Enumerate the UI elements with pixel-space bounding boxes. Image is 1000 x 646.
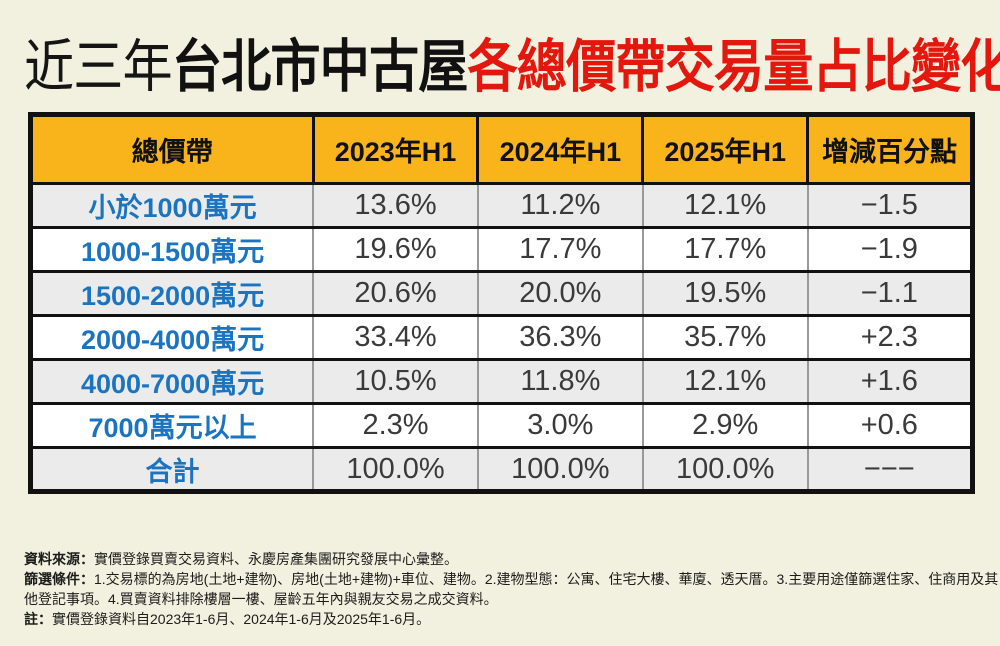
value-cell: 35.7% <box>641 314 809 361</box>
table-row: 小於1000萬元 13.6% 11.2% 12.1% −1.5 <box>29 182 974 229</box>
value-cell: 11.2% <box>476 182 644 229</box>
column-header-price-band: 總價帶 <box>29 113 315 185</box>
change-cell: +2.3 <box>806 314 974 361</box>
change-cell: +1.6 <box>806 358 974 405</box>
price-band-label: 7000萬元以上 <box>29 402 315 449</box>
value-cell: 19.5% <box>641 270 809 317</box>
footnote-source: 資料來源：實價登錄買賣交易資料、永慶房產集團研究發展中心彙整。 <box>24 549 984 569</box>
table-row-total: 合計 100.0% 100.0% 100.0% −−− <box>29 446 974 493</box>
value-cell: 33.4% <box>312 314 479 361</box>
table-row: 4000-7000萬元 10.5% 11.8% 12.1% +1.6 <box>29 358 974 405</box>
value-cell: 100.0% <box>312 446 479 493</box>
value-cell: 2.9% <box>641 402 809 449</box>
change-cell: −1.9 <box>806 226 974 273</box>
header-row: 總價帶 2023年H1 2024年H1 2025年H1 增減百分點 <box>29 113 974 185</box>
column-header-2025h1: 2025年H1 <box>641 113 810 185</box>
title-part-topic: 各總價帶交易量占比變化 <box>467 35 1000 99</box>
footnote-note-text: 實價登錄資料自2023年1-6月、2024年1-6月及2025年1-6月。 <box>52 611 431 627</box>
column-header-2023h1: 2023年H1 <box>311 113 480 185</box>
table-row: 7000萬元以上 2.3% 3.0% 2.9% +0.6 <box>29 402 974 449</box>
value-cell: 100.0% <box>641 446 809 493</box>
value-cell: 3.0% <box>476 402 644 449</box>
value-cell: 17.7% <box>476 226 644 273</box>
table-row: 1500-2000萬元 20.6% 20.0% 19.5% −1.1 <box>29 270 974 317</box>
change-cell: −1.5 <box>806 182 974 229</box>
table-row: 1000-1500萬元 19.6% 17.7% 17.7% −1.9 <box>29 226 974 273</box>
price-band-label: 1000-1500萬元 <box>29 226 315 273</box>
value-cell: 2.3% <box>312 402 479 449</box>
value-cell: 20.0% <box>476 270 644 317</box>
value-cell: 11.8% <box>476 358 644 405</box>
footnote-criteria-line2: 他登記事項。4.買賣資料排除樓層一樓、屋齡五年內與親友交易之成交資料。 <box>24 589 984 609</box>
price-band-label: 小於1000萬元 <box>29 182 315 229</box>
page-title: 近三年台北市中古屋各總價帶交易量占比變化 <box>24 36 1000 98</box>
price-band-label: 1500-2000萬元 <box>29 270 315 317</box>
footnote-criteria-prefix: 篩選條件： <box>24 571 94 587</box>
total-label: 合計 <box>29 446 315 493</box>
footnote-source-prefix: 資料來源： <box>24 551 94 567</box>
price-band-table: 總價帶 2023年H1 2024年H1 2025年H1 增減百分點 小於1000… <box>28 112 975 494</box>
footnote-criteria-line1: 篩選條件：1.交易標的為房地(土地+建物)、房地(土地+建物)+車位、建物。2.… <box>24 569 998 589</box>
footnote-note-prefix: 註： <box>24 611 52 627</box>
value-cell: 36.3% <box>476 314 644 361</box>
value-cell: 100.0% <box>476 446 644 493</box>
value-cell: 17.7% <box>641 226 809 273</box>
change-cell: −1.1 <box>806 270 974 317</box>
footnotes: 資料來源：實價登錄買賣交易資料、永慶房產集團研究發展中心彙整。 篩選條件：1.交… <box>24 549 998 629</box>
value-cell: 12.1% <box>641 182 809 229</box>
title-part-period: 近三年 <box>24 35 173 99</box>
title-part-subject: 台北市中古屋 <box>171 35 469 99</box>
value-cell: 13.6% <box>312 182 479 229</box>
footnote-note: 註：實價登錄資料自2023年1-6月、2024年1-6月及2025年1-6月。 <box>24 609 984 629</box>
table-row: 2000-4000萬元 33.4% 36.3% 35.7% +2.3 <box>29 314 974 361</box>
footnote-source-text: 實價登錄買賣交易資料、永慶房產集團研究發展中心彙整。 <box>94 551 458 567</box>
value-cell: 10.5% <box>312 358 479 405</box>
price-band-label: 4000-7000萬元 <box>29 358 315 405</box>
footnote-criteria-text2: 他登記事項。4.買賣資料排除樓層一樓、屋齡五年內與親友交易之成交資料。 <box>24 591 498 607</box>
footnote-criteria-text1: 1.交易標的為房地(土地+建物)、房地(土地+建物)+車位、建物。2.建物型態：… <box>94 571 999 587</box>
value-cell: 20.6% <box>312 270 479 317</box>
value-cell: 19.6% <box>312 226 479 273</box>
column-header-2024h1: 2024年H1 <box>476 113 645 185</box>
column-header-change: 增減百分點 <box>806 113 974 185</box>
change-cell: +0.6 <box>806 402 974 449</box>
value-cell: 12.1% <box>641 358 809 405</box>
change-cell: −−− <box>806 446 974 493</box>
price-band-label: 2000-4000萬元 <box>29 314 315 361</box>
